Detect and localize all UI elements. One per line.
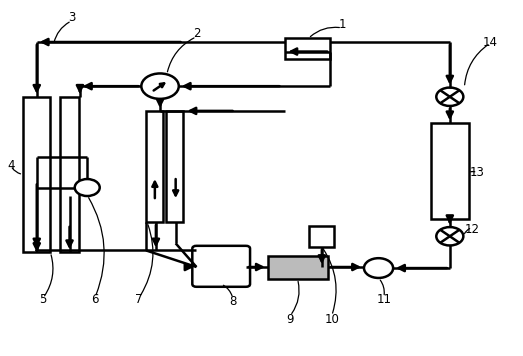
- Text: 1: 1: [338, 18, 346, 31]
- FancyBboxPatch shape: [146, 111, 163, 222]
- Text: 6: 6: [92, 293, 99, 307]
- Text: 3: 3: [68, 11, 75, 24]
- Circle shape: [75, 179, 100, 196]
- FancyBboxPatch shape: [268, 256, 328, 279]
- Text: 7: 7: [135, 293, 143, 307]
- Circle shape: [141, 73, 179, 99]
- Text: 5: 5: [39, 293, 47, 307]
- Text: 2: 2: [192, 27, 200, 40]
- FancyBboxPatch shape: [60, 97, 79, 252]
- Text: 12: 12: [465, 223, 480, 236]
- Circle shape: [436, 227, 463, 246]
- Text: 4: 4: [7, 159, 15, 172]
- Text: 13: 13: [470, 166, 485, 179]
- FancyBboxPatch shape: [286, 38, 330, 59]
- Text: 9: 9: [287, 313, 294, 326]
- Text: 14: 14: [483, 36, 498, 48]
- Text: 11: 11: [376, 293, 391, 307]
- Text: 8: 8: [229, 295, 236, 308]
- FancyBboxPatch shape: [166, 111, 184, 222]
- FancyBboxPatch shape: [192, 246, 250, 287]
- FancyBboxPatch shape: [431, 123, 469, 219]
- FancyBboxPatch shape: [23, 97, 50, 252]
- FancyBboxPatch shape: [310, 226, 334, 247]
- Text: 10: 10: [324, 313, 339, 326]
- Circle shape: [364, 258, 393, 278]
- Circle shape: [436, 88, 463, 106]
